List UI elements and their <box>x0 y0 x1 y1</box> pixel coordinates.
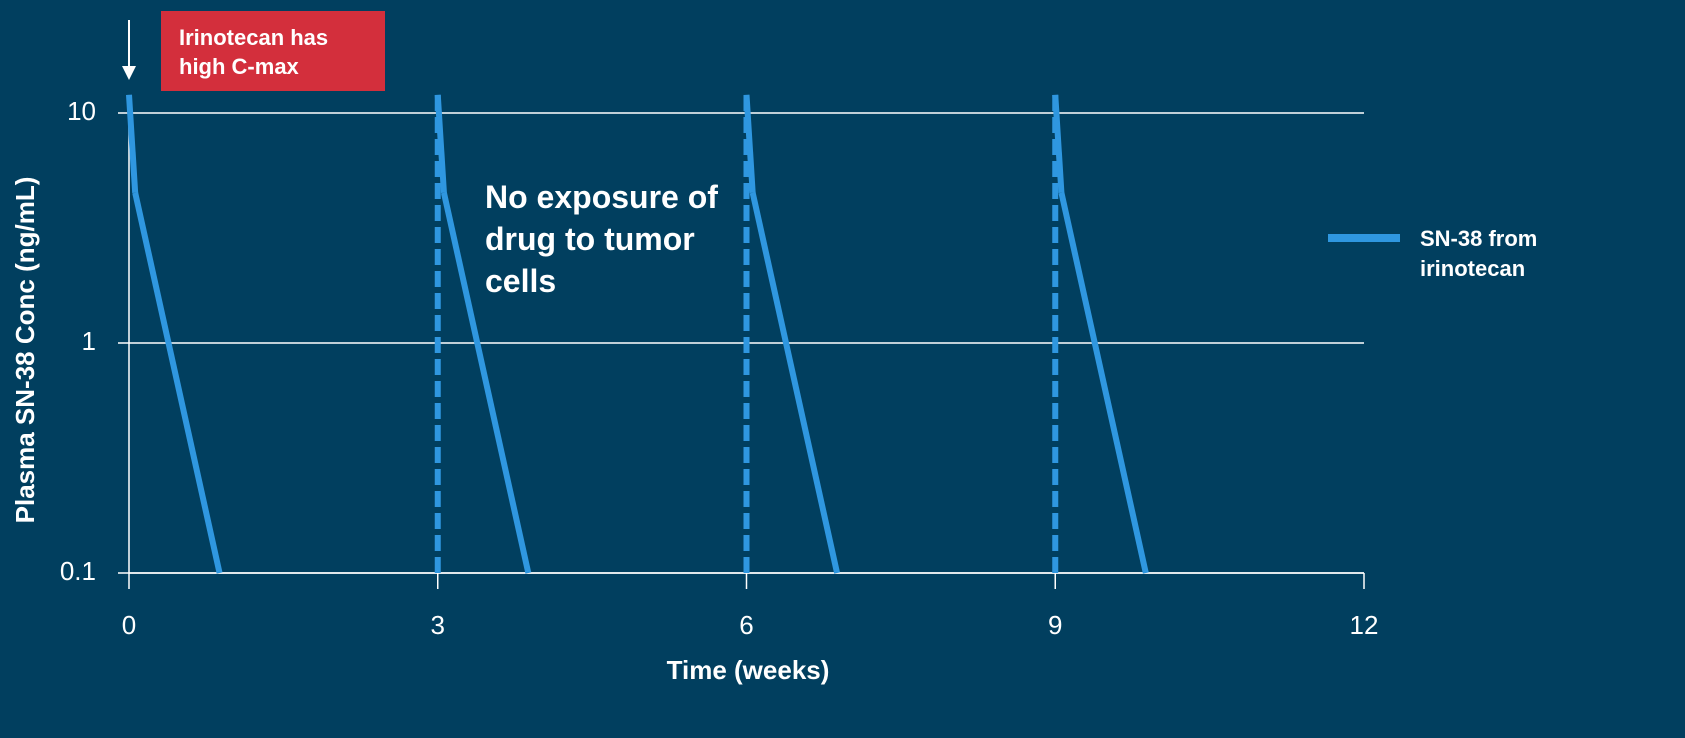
line-segment <box>743 94 756 193</box>
annotation-box: Irinotecan has high C-max <box>161 11 385 91</box>
y-tick-label: 10 <box>67 96 96 126</box>
y-axis-label: Plasma SN-38 Conc (ng/mL) <box>10 177 40 524</box>
y-tick-label: 0.1 <box>60 556 96 586</box>
y-tick-label: 1 <box>82 326 96 356</box>
annotation: No exposure of drug to tumor cells <box>485 179 718 299</box>
line-segment <box>126 94 139 193</box>
line-segment <box>440 192 532 574</box>
line-segment <box>1052 94 1065 193</box>
x-tick-label: 3 <box>431 610 445 640</box>
line-segment <box>434 94 447 193</box>
x-axis-label: Time (weeks) <box>667 655 830 685</box>
line-segment <box>749 192 840 574</box>
x-tick-label: 12 <box>1350 610 1379 640</box>
dose-arrow-head <box>122 66 136 80</box>
x-tick-label: 0 <box>122 610 136 640</box>
legend-label: SN-38 from irinotecan <box>1420 226 1538 281</box>
line-segment <box>1058 192 1149 574</box>
line-segment <box>132 192 223 574</box>
x-tick-label: 9 <box>1048 610 1062 640</box>
x-tick-label: 6 <box>739 610 753 640</box>
